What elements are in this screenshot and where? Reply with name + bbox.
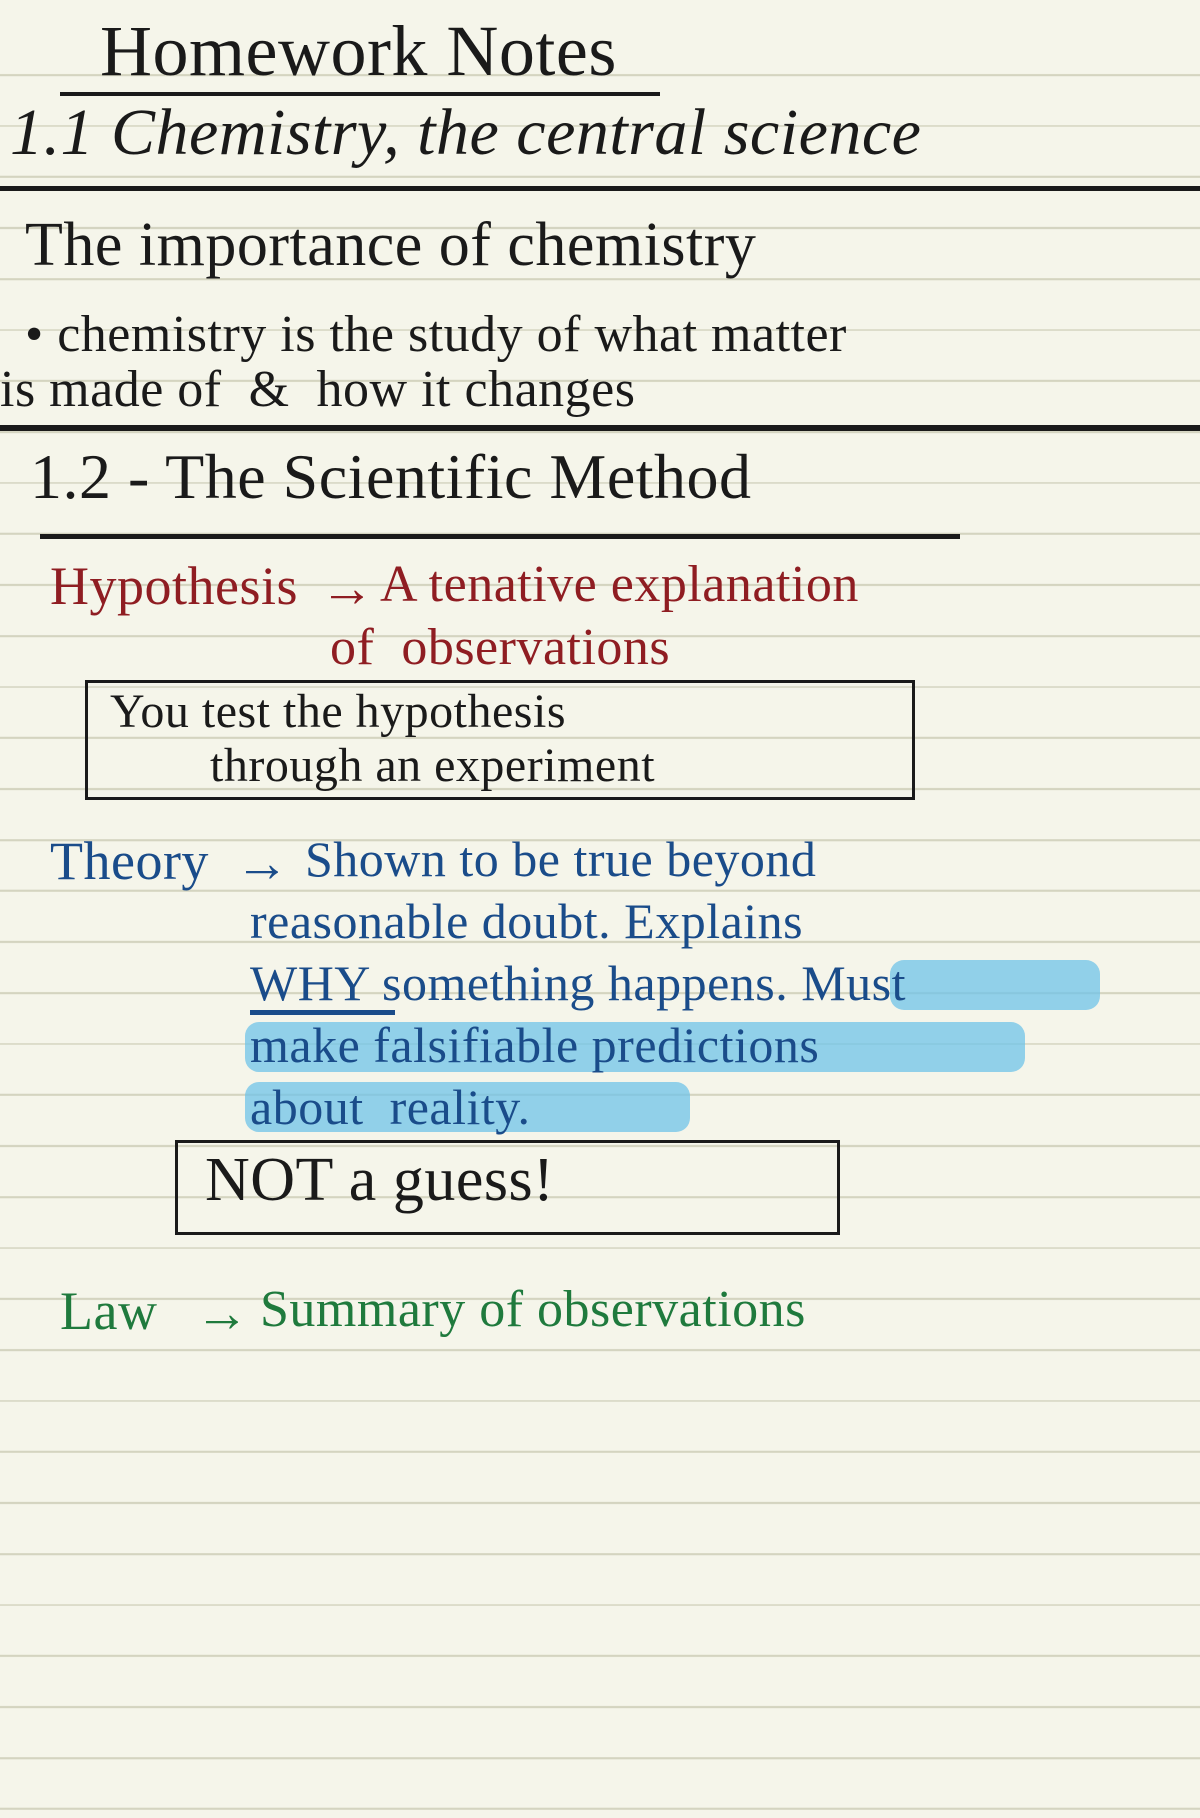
hypothesis-def-line1: A tenative explanation bbox=[380, 555, 859, 614]
why-underline bbox=[250, 1010, 395, 1015]
section-1-heading: 1.1 Chemistry, the central science bbox=[10, 95, 921, 171]
theory-def-line2: reasonable doubt. Explains bbox=[250, 892, 803, 950]
section-1-bullet-line2: is made of & how it changes bbox=[0, 360, 635, 419]
highlight-stroke bbox=[890, 960, 1100, 1010]
hypothesis-def-line2: of observations bbox=[330, 618, 670, 677]
theory-def-line4: make falsifiable predictions bbox=[250, 1016, 819, 1074]
section-2-underline bbox=[40, 534, 960, 539]
page-title: Homework Notes bbox=[100, 10, 617, 93]
law-label: Law bbox=[60, 1280, 157, 1342]
theory-label: Theory bbox=[50, 830, 209, 892]
section-1-underline bbox=[0, 186, 1200, 191]
theory-def-line1: Shown to be true beyond bbox=[305, 830, 816, 888]
section-1-bullet-line1: • chemistry is the study of what matter bbox=[25, 305, 847, 364]
hypothesis-box-line2: through an experiment bbox=[210, 738, 655, 793]
section-divider bbox=[0, 425, 1200, 431]
arrow-icon: → bbox=[320, 557, 375, 619]
section-1-subheading: The importance of chemistry bbox=[25, 210, 756, 281]
law-def: Summary of observations bbox=[260, 1280, 806, 1339]
theory-def-line3: WHY something happens. Must bbox=[250, 954, 906, 1012]
theory-box-text: NOT a guess! bbox=[205, 1145, 554, 1216]
section-2-heading: 1.2 - The Scientific Method bbox=[30, 440, 752, 514]
arrow-icon: → bbox=[235, 832, 290, 894]
hypothesis-box-line1: You test the hypothesis bbox=[110, 684, 566, 739]
arrow-icon: → bbox=[195, 1282, 250, 1344]
theory-def-line5: about reality. bbox=[250, 1078, 531, 1136]
hypothesis-label: Hypothesis bbox=[50, 555, 298, 617]
